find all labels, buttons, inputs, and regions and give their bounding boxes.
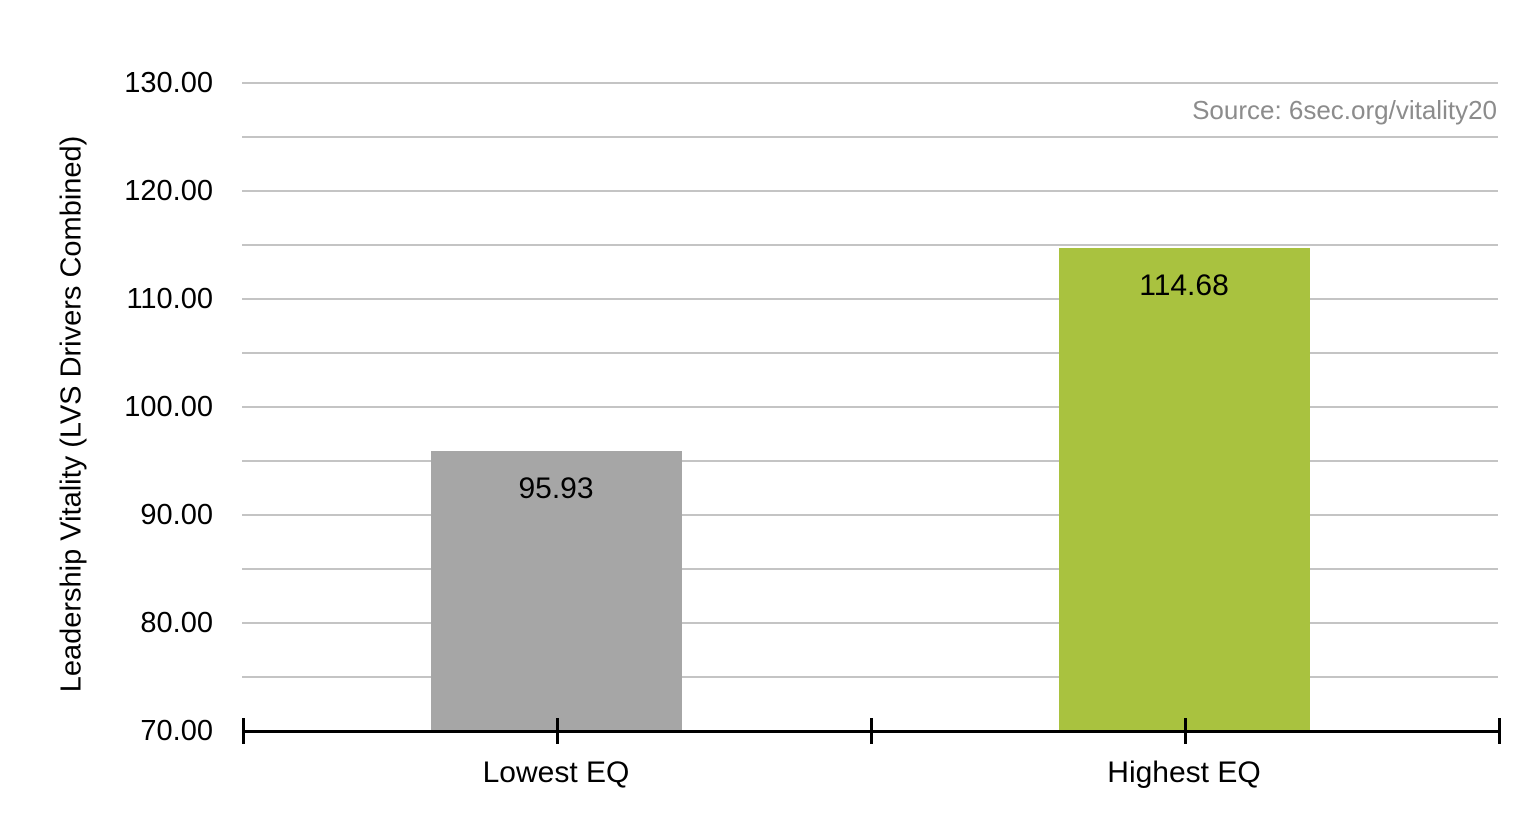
y-axis-tick-label: 130.00	[124, 67, 213, 99]
y-axis-tick-label: 70.00	[140, 715, 213, 747]
y-axis-tick-label: 120.00	[124, 175, 213, 207]
y-axis-tick-label: 80.00	[140, 607, 213, 639]
y-axis-tick-label: 110.00	[126, 283, 213, 315]
x-axis-category-label: Highest EQ	[1107, 756, 1261, 789]
x-axis-tick	[1498, 718, 1501, 744]
gridline	[242, 568, 1498, 570]
x-axis-tick	[242, 718, 245, 744]
gridline	[242, 298, 1498, 300]
bar-value-label: 114.68	[1139, 269, 1229, 303]
gridline	[242, 406, 1498, 408]
x-axis-tick	[556, 718, 559, 744]
gridline	[242, 352, 1498, 354]
gridline	[242, 460, 1498, 462]
y-axis-tick-label: 100.00	[124, 391, 213, 423]
bar-value-label: 95.93	[518, 471, 594, 505]
gridline	[242, 136, 1498, 138]
gridline	[242, 622, 1498, 624]
gridline	[242, 190, 1498, 192]
x-axis-tick	[1184, 718, 1187, 744]
x-axis-category-label: Lowest EQ	[482, 756, 630, 789]
gridline	[242, 244, 1498, 246]
gridline	[242, 514, 1498, 516]
x-axis-tick	[870, 718, 873, 744]
bar-highest-eq	[1058, 248, 1310, 731]
gridline	[242, 676, 1498, 678]
bar-lowest-eq	[430, 450, 682, 731]
gridline	[242, 82, 1498, 84]
source-note: Source: 6sec.org/vitality20	[1192, 95, 1497, 125]
y-axis-tick-label: 90.00	[140, 499, 213, 531]
